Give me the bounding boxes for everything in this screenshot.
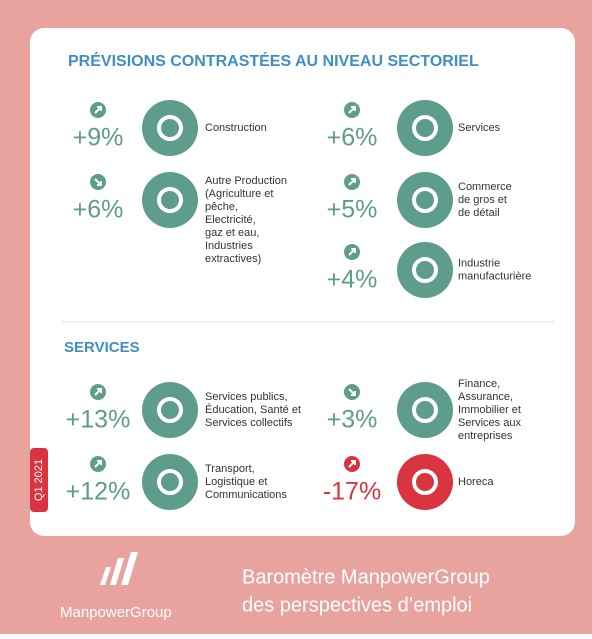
sector-label: (Agriculture et xyxy=(205,188,273,200)
sector-label: Communications xyxy=(205,489,287,501)
section-title: PRÉVISIONS CONTRASTÉES AU NIVEAU SECTORI… xyxy=(68,51,479,70)
sector-label: Finance, xyxy=(458,378,500,390)
change: +6% xyxy=(327,124,378,152)
sector-label: Éducation, Santé et xyxy=(205,403,301,416)
change: +12% xyxy=(66,478,131,506)
icon-glyph xyxy=(157,115,183,141)
icon-glyph xyxy=(157,469,183,495)
sector-label: Services collectifs xyxy=(205,417,293,429)
icon-glyph xyxy=(412,397,438,423)
sector-icon xyxy=(142,172,198,228)
sector-icon xyxy=(142,382,198,438)
sector-label: pêche, xyxy=(205,201,238,213)
sector-label: Electricité, xyxy=(205,214,256,226)
sector-label: Services xyxy=(458,122,501,134)
sector-label: gaz et eau, xyxy=(205,227,259,239)
trend-arrow xyxy=(94,388,102,396)
trend-arrow xyxy=(348,106,356,114)
trend-arrow xyxy=(94,178,102,186)
change: +6% xyxy=(73,196,124,224)
sector-label: de détail xyxy=(458,207,500,219)
sector-label: Immobilier et xyxy=(458,404,521,416)
icon-glyph xyxy=(412,257,438,283)
sector-label: Transport, xyxy=(205,463,255,475)
change: -17% xyxy=(323,478,381,506)
sector-label: entreprises xyxy=(458,430,513,442)
sector-label: Construction xyxy=(205,122,267,134)
tagline: des perspectives d’emploi xyxy=(242,594,472,616)
icon-glyph xyxy=(157,187,183,213)
section-title: SERVICES xyxy=(64,339,140,356)
sector-label: manufacturière xyxy=(458,270,531,282)
icon-glyph xyxy=(412,469,438,495)
trend-arrow xyxy=(348,460,356,468)
brand: ManpowerGroup xyxy=(60,604,172,621)
tab-label: Q1 2021 xyxy=(33,459,45,501)
tab xyxy=(30,448,48,512)
icon-glyph xyxy=(412,115,438,141)
change: +9% xyxy=(73,124,124,152)
sector-icon xyxy=(397,382,453,438)
trend-arrow xyxy=(348,178,356,186)
tagline: Baromètre ManpowerGroup xyxy=(242,566,490,588)
sector-icon xyxy=(397,242,453,298)
sector-icon xyxy=(397,454,453,510)
sector-label: Horeca xyxy=(458,476,494,488)
sector-label: Industries xyxy=(205,240,253,252)
icon-glyph xyxy=(157,397,183,423)
sector-label: Services publics, xyxy=(205,391,288,403)
trend-arrow xyxy=(348,248,356,256)
sector-label: Services aux xyxy=(458,417,521,429)
logo xyxy=(100,552,138,585)
icon-glyph xyxy=(412,187,438,213)
trend-arrow xyxy=(348,388,356,396)
change: +4% xyxy=(327,266,378,294)
trend-arrow xyxy=(94,106,102,114)
sector-icon xyxy=(397,172,453,228)
change: +3% xyxy=(327,406,378,434)
change: +5% xyxy=(327,196,378,224)
sector-icon xyxy=(397,100,453,156)
sector-icon xyxy=(142,454,198,510)
sector-label: Industrie xyxy=(458,257,500,269)
sector-label: extractives) xyxy=(205,253,261,265)
change: +13% xyxy=(66,406,131,434)
trend-arrow xyxy=(94,460,102,468)
sector-label: Autre Production xyxy=(205,175,287,187)
sector-label: de gros et xyxy=(458,194,507,206)
sector-label: Assurance, xyxy=(458,391,513,403)
sector-label: Logistique et xyxy=(205,476,267,488)
sector-icon xyxy=(142,100,198,156)
sector-label: Commerce xyxy=(458,181,512,193)
